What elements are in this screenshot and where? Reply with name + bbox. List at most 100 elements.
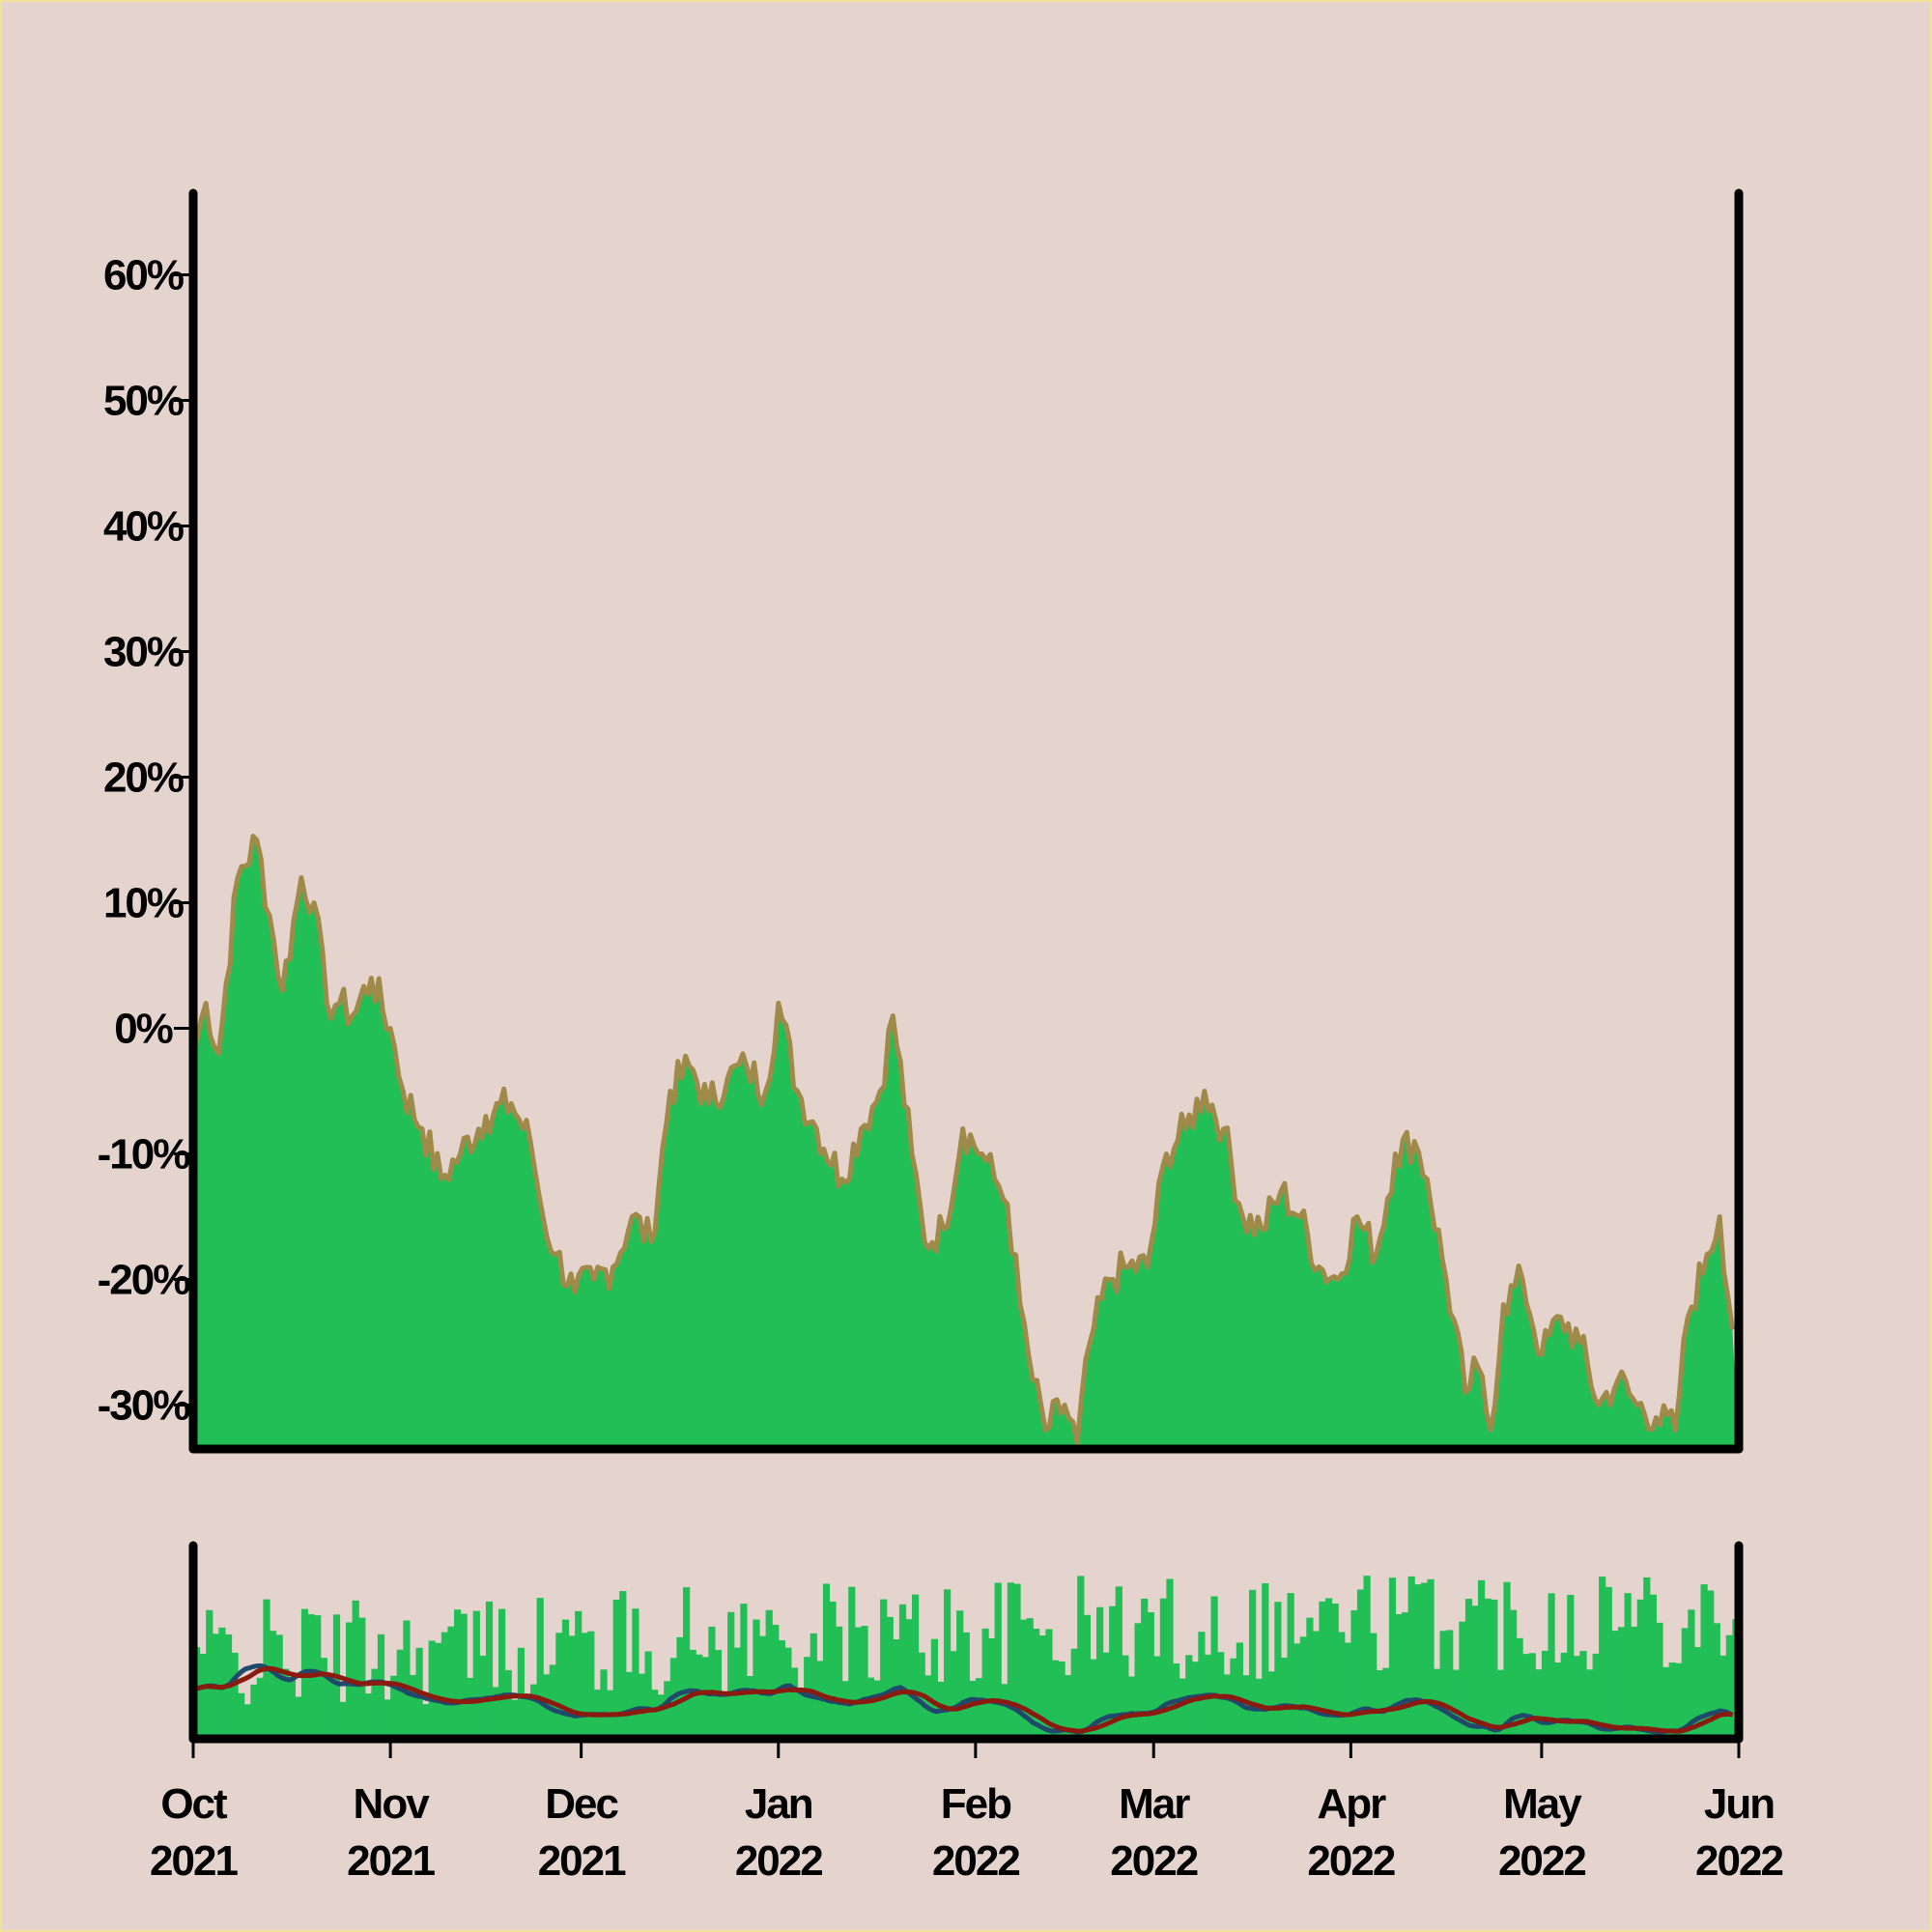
volume-bar [905,1619,913,1739]
volume-bar [238,1692,245,1739]
volume-bar [1363,1576,1371,1739]
volume-bar [1109,1605,1117,1739]
volume-bar [435,1642,442,1739]
volume-bar [619,1591,627,1739]
volume-bar [1090,1659,1097,1739]
volume-bar [1631,1626,1638,1739]
volume-bar [1471,1605,1479,1739]
volume-bar [1065,1675,1072,1739]
volume-bar [956,1610,964,1739]
x-tick-year-label: 2022 [735,1837,822,1885]
volume-bar [1356,1589,1365,1739]
volume-bar [1299,1636,1307,1739]
volume-bar [581,1633,588,1739]
volume-bar [384,1699,391,1739]
volume-bar [390,1675,398,1739]
x-axis: Oct 2021 Nov 2021 Dec 2021 Jan 2022 Feb 2022 Mar 20… [150,1739,1784,1885]
return-area [190,834,1739,1449]
volume-bars [193,1576,1740,1739]
volume-bar [256,1677,264,1739]
volume-bar [1388,1577,1397,1739]
volume-bar [1312,1631,1320,1739]
volume-bar [206,1609,213,1739]
volume-bar [1033,1629,1040,1739]
volume-bar [696,1654,703,1739]
x-tick-year-label: 2021 [538,1837,626,1885]
volume-bar [1579,1651,1587,1739]
volume-bar [352,1600,359,1739]
volume-bar [530,1684,538,1739]
volume-bar [377,1634,385,1739]
volume-bar [1719,1655,1727,1739]
volume-bar [1331,1604,1339,1739]
volume-bar [1464,1599,1473,1739]
price-panel: 60% 50% 40% 30% 20% 10% 0% -10% -20% -30% [98,188,1744,1454]
volume-bar [1153,1656,1161,1739]
x-tick-month-label: Dec [545,1780,618,1828]
volume-bar [1649,1594,1657,1739]
volume-bar [1605,1586,1612,1739]
volume-bar [1693,1647,1702,1739]
x-tick-year-label: 2021 [347,1837,435,1885]
volume-bar [231,1652,239,1739]
volume-bar [1127,1676,1136,1739]
volume-bar [1586,1669,1594,1739]
volume-bar [536,1598,544,1739]
x-tick-month-label: Feb [941,1780,1011,1828]
volume-bar [772,1625,780,1739]
volume-bar [1223,1674,1231,1739]
x-tick-month-label: Oct [160,1780,228,1828]
volume-bar [1096,1606,1104,1739]
volume-bar [1083,1614,1091,1739]
volume-bar [1395,1614,1403,1739]
volume-bar [314,1615,322,1739]
volume-bar [1287,1593,1294,1739]
volume-bar [1573,1656,1580,1739]
volume-bar [969,1680,977,1739]
volume-bar [1484,1598,1492,1739]
volume-bar [1280,1658,1289,1739]
volume-bar [1643,1577,1651,1739]
x-tick-month-label: Nov [354,1780,431,1828]
volume-bar [218,1627,226,1739]
volume-bar [403,1620,411,1739]
x-tick-month-label: Jan [745,1780,812,1828]
volume-bar [1070,1648,1078,1739]
volume-bar [1496,1669,1504,1739]
volume-bar [409,1674,417,1739]
y-axis: 60% 50% 40% 30% 20% 10% 0% -10% -20% -30% [98,252,193,1430]
volume-bar [1038,1635,1046,1739]
x-tick-year-label: 2022 [1307,1837,1394,1885]
volume-bar [1414,1584,1422,1739]
volume-bar [701,1657,709,1739]
volume-bar [1535,1669,1543,1739]
volume-bar [1681,1628,1689,1739]
volume-bar [1102,1652,1110,1739]
volume-bar [644,1651,652,1739]
y-tick-label: -20% [98,1257,190,1304]
volume-bar [1001,1684,1009,1739]
volume-bar [841,1681,849,1739]
volume-bar [1344,1642,1351,1739]
volume-bar [625,1671,633,1739]
volume-bar [612,1600,620,1739]
volume-bar [1338,1632,1346,1739]
volume-bar [1179,1678,1186,1739]
volume-bar [1013,1583,1021,1739]
volume-bar [657,1694,665,1739]
volume-bar [804,1657,811,1739]
volume-bar [517,1647,525,1739]
volume-bar [1636,1599,1644,1739]
volume-bar [339,1701,347,1739]
volume-bar [1510,1609,1518,1739]
volume-bar [492,1687,499,1739]
volume-bar [950,1651,957,1739]
volume-bar [1713,1623,1720,1739]
volume-bar [1045,1629,1053,1739]
volume-bar [1668,1662,1676,1739]
volume-bar [861,1626,868,1739]
volume-bar [829,1602,837,1739]
volume-bar [944,1589,952,1739]
volume-bar [1159,1598,1167,1739]
volume-bar [873,1680,881,1739]
